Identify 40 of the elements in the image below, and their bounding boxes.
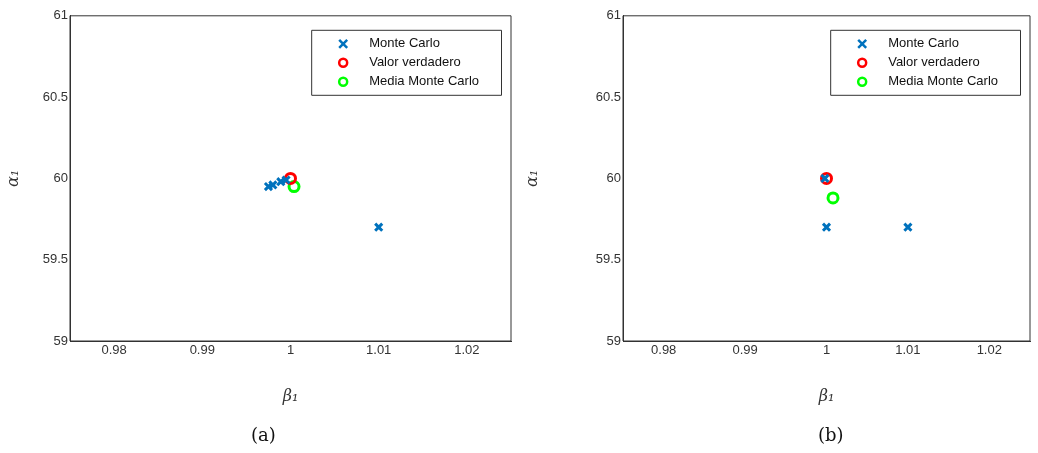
point [902,222,913,233]
x-axis-title: β₁ [281,385,299,405]
x-tick-label: 1.01 [366,342,392,358]
y-tick-label: 59 [53,332,68,348]
y-tick-label: 61 [53,7,68,23]
legend-label: Valor verdadero [369,54,461,70]
y-tick-label: 59.5 [42,251,68,267]
y-tick-label: 59 [606,332,621,348]
point [826,191,840,205]
y-axis-title: α₁ [2,169,22,188]
y-tick-label: 60 [53,169,68,185]
legend-label: Media Monte Carlo [369,73,479,89]
x-tick-label: 0.98 [101,342,127,358]
legend-label: Monte Carlo [888,35,959,51]
x-tick-label: 1 [822,342,831,358]
legend-label: Monte Carlo [369,35,440,51]
x-tick-label: 1 [286,342,295,358]
x-tick-label: 1.02 [976,342,1002,358]
point [267,179,278,190]
point [263,181,274,192]
point [281,174,292,186]
y-tick-label: 59.5 [595,251,621,267]
x-tick-label: 0.99 [189,342,215,358]
y-tick-label: 60.5 [595,88,621,104]
legend-label: Valor verdadero [888,54,980,70]
y-tick-label: 60.5 [42,88,68,104]
x-axis-title: β₁ [817,385,835,405]
y-axis-title: α₁ [521,169,541,188]
point [373,222,384,233]
text: (a) [251,424,276,445]
y-tick-label: 60 [606,169,621,185]
x-tick-label: 1.02 [454,342,480,358]
x-tick-label: 0.99 [732,342,758,358]
point [821,222,832,233]
y-tick-label: 61 [606,7,621,23]
point [275,176,286,187]
text: (b) [818,424,844,445]
legend-label: Media Monte Carlo [888,73,998,89]
x-tick-label: 0.98 [651,342,677,358]
x-tick-label: 1.01 [895,342,921,358]
